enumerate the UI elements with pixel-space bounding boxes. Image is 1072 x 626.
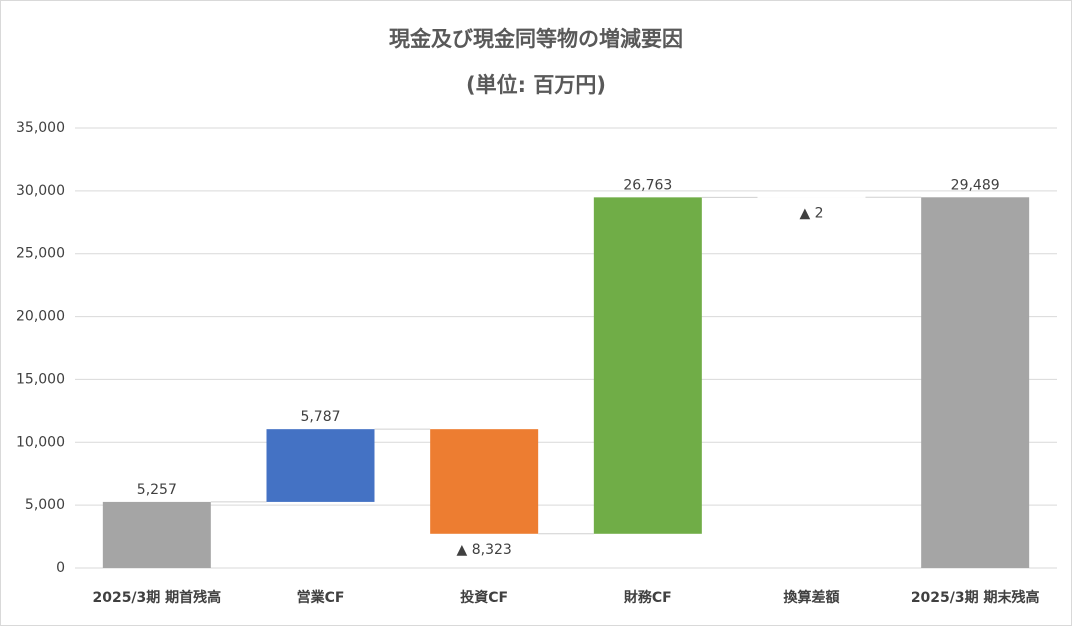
y-tick-label: 20,000	[16, 309, 65, 325]
chart-title: 現金及び現金同等物の増減要因	[389, 27, 683, 51]
data-label: 26,763	[623, 177, 672, 193]
x-tick-label: 2025/3期 期首残高	[92, 589, 221, 606]
x-tick-label: 投資CF	[460, 589, 508, 606]
chart-subtitle: (単位: 百万円)	[466, 73, 606, 97]
data-label: 29,489	[951, 177, 1000, 193]
x-tick-label: 2025/3期 期末残高	[911, 589, 1040, 606]
bar	[266, 429, 375, 502]
y-tick-label: 25,000	[16, 246, 65, 262]
y-tick-label: 15,000	[16, 371, 65, 387]
x-tick-label: 換算差額	[784, 589, 840, 606]
bar	[593, 197, 702, 534]
data-label: ▲ 2	[799, 205, 823, 221]
data-label: 5,787	[300, 409, 340, 425]
x-tick-label: 財務CF	[623, 589, 672, 606]
x-tick-label: 営業CF	[297, 589, 345, 606]
bar	[921, 197, 1030, 569]
data-label: 5,257	[137, 482, 177, 498]
bar	[102, 501, 211, 568]
y-tick-label: 5,000	[25, 497, 65, 513]
y-tick-label: 35,000	[16, 120, 65, 136]
data-label: ▲ 8,323	[457, 542, 512, 558]
bar	[430, 429, 539, 534]
y-tick-label: 30,000	[16, 183, 65, 199]
y-tick-label: 0	[56, 560, 65, 576]
y-tick-label: 10,000	[16, 434, 65, 450]
